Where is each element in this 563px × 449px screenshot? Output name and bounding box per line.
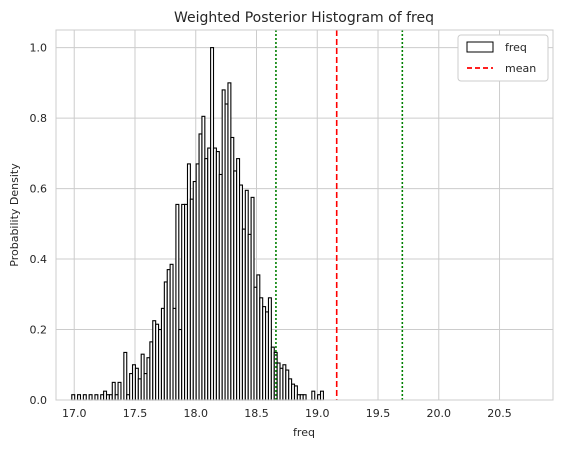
y-axis-title: Probability Density — [8, 163, 21, 267]
histogram-bar — [303, 395, 306, 400]
histogram-bar — [312, 391, 315, 400]
y-tick-label: 1.0 — [30, 42, 48, 55]
y-tick-label: 0.2 — [30, 324, 48, 337]
histogram-bar — [78, 395, 81, 400]
histogram-bar — [95, 395, 98, 400]
y-tick-label: 0.8 — [30, 112, 48, 125]
y-tick-label: 0.6 — [30, 183, 48, 196]
y-tick-labels: 0.0 0.2 0.4 0.6 0.8 1.0 — [30, 42, 48, 407]
chart-title: Weighted Posterior Histogram of freq — [174, 10, 434, 26]
histogram-bar — [83, 395, 86, 400]
x-tick-label: 20.5 — [487, 407, 512, 420]
x-tick-label: 18.0 — [183, 407, 208, 420]
x-tick-label: 19.5 — [366, 407, 391, 420]
histogram-bar — [124, 352, 127, 400]
histogram-bar — [321, 391, 324, 400]
x-tick-label: 20.0 — [427, 407, 452, 420]
x-tick-label: 19.0 — [305, 407, 330, 420]
x-tick-label: 18.5 — [244, 407, 269, 420]
y-tick-label: 0.0 — [30, 394, 48, 407]
x-axis-title: freq — [293, 426, 315, 439]
y-tick-label: 0.4 — [30, 253, 48, 266]
x-tick-labels: 17.0 17.5 18.0 18.5 19.0 19.5 20.0 20.5 — [62, 407, 512, 420]
x-tick-label: 17.5 — [123, 407, 148, 420]
legend-label-freq: freq — [505, 41, 527, 54]
x-tick-label: 17.0 — [62, 407, 87, 420]
histogram-bar — [72, 395, 75, 400]
histogram-bar — [89, 395, 92, 400]
legend: freq mean — [458, 35, 548, 81]
histogram-bar — [118, 382, 121, 400]
plot-background — [56, 30, 553, 400]
legend-patch-freq — [467, 42, 493, 52]
legend-label-mean: mean — [505, 62, 536, 75]
